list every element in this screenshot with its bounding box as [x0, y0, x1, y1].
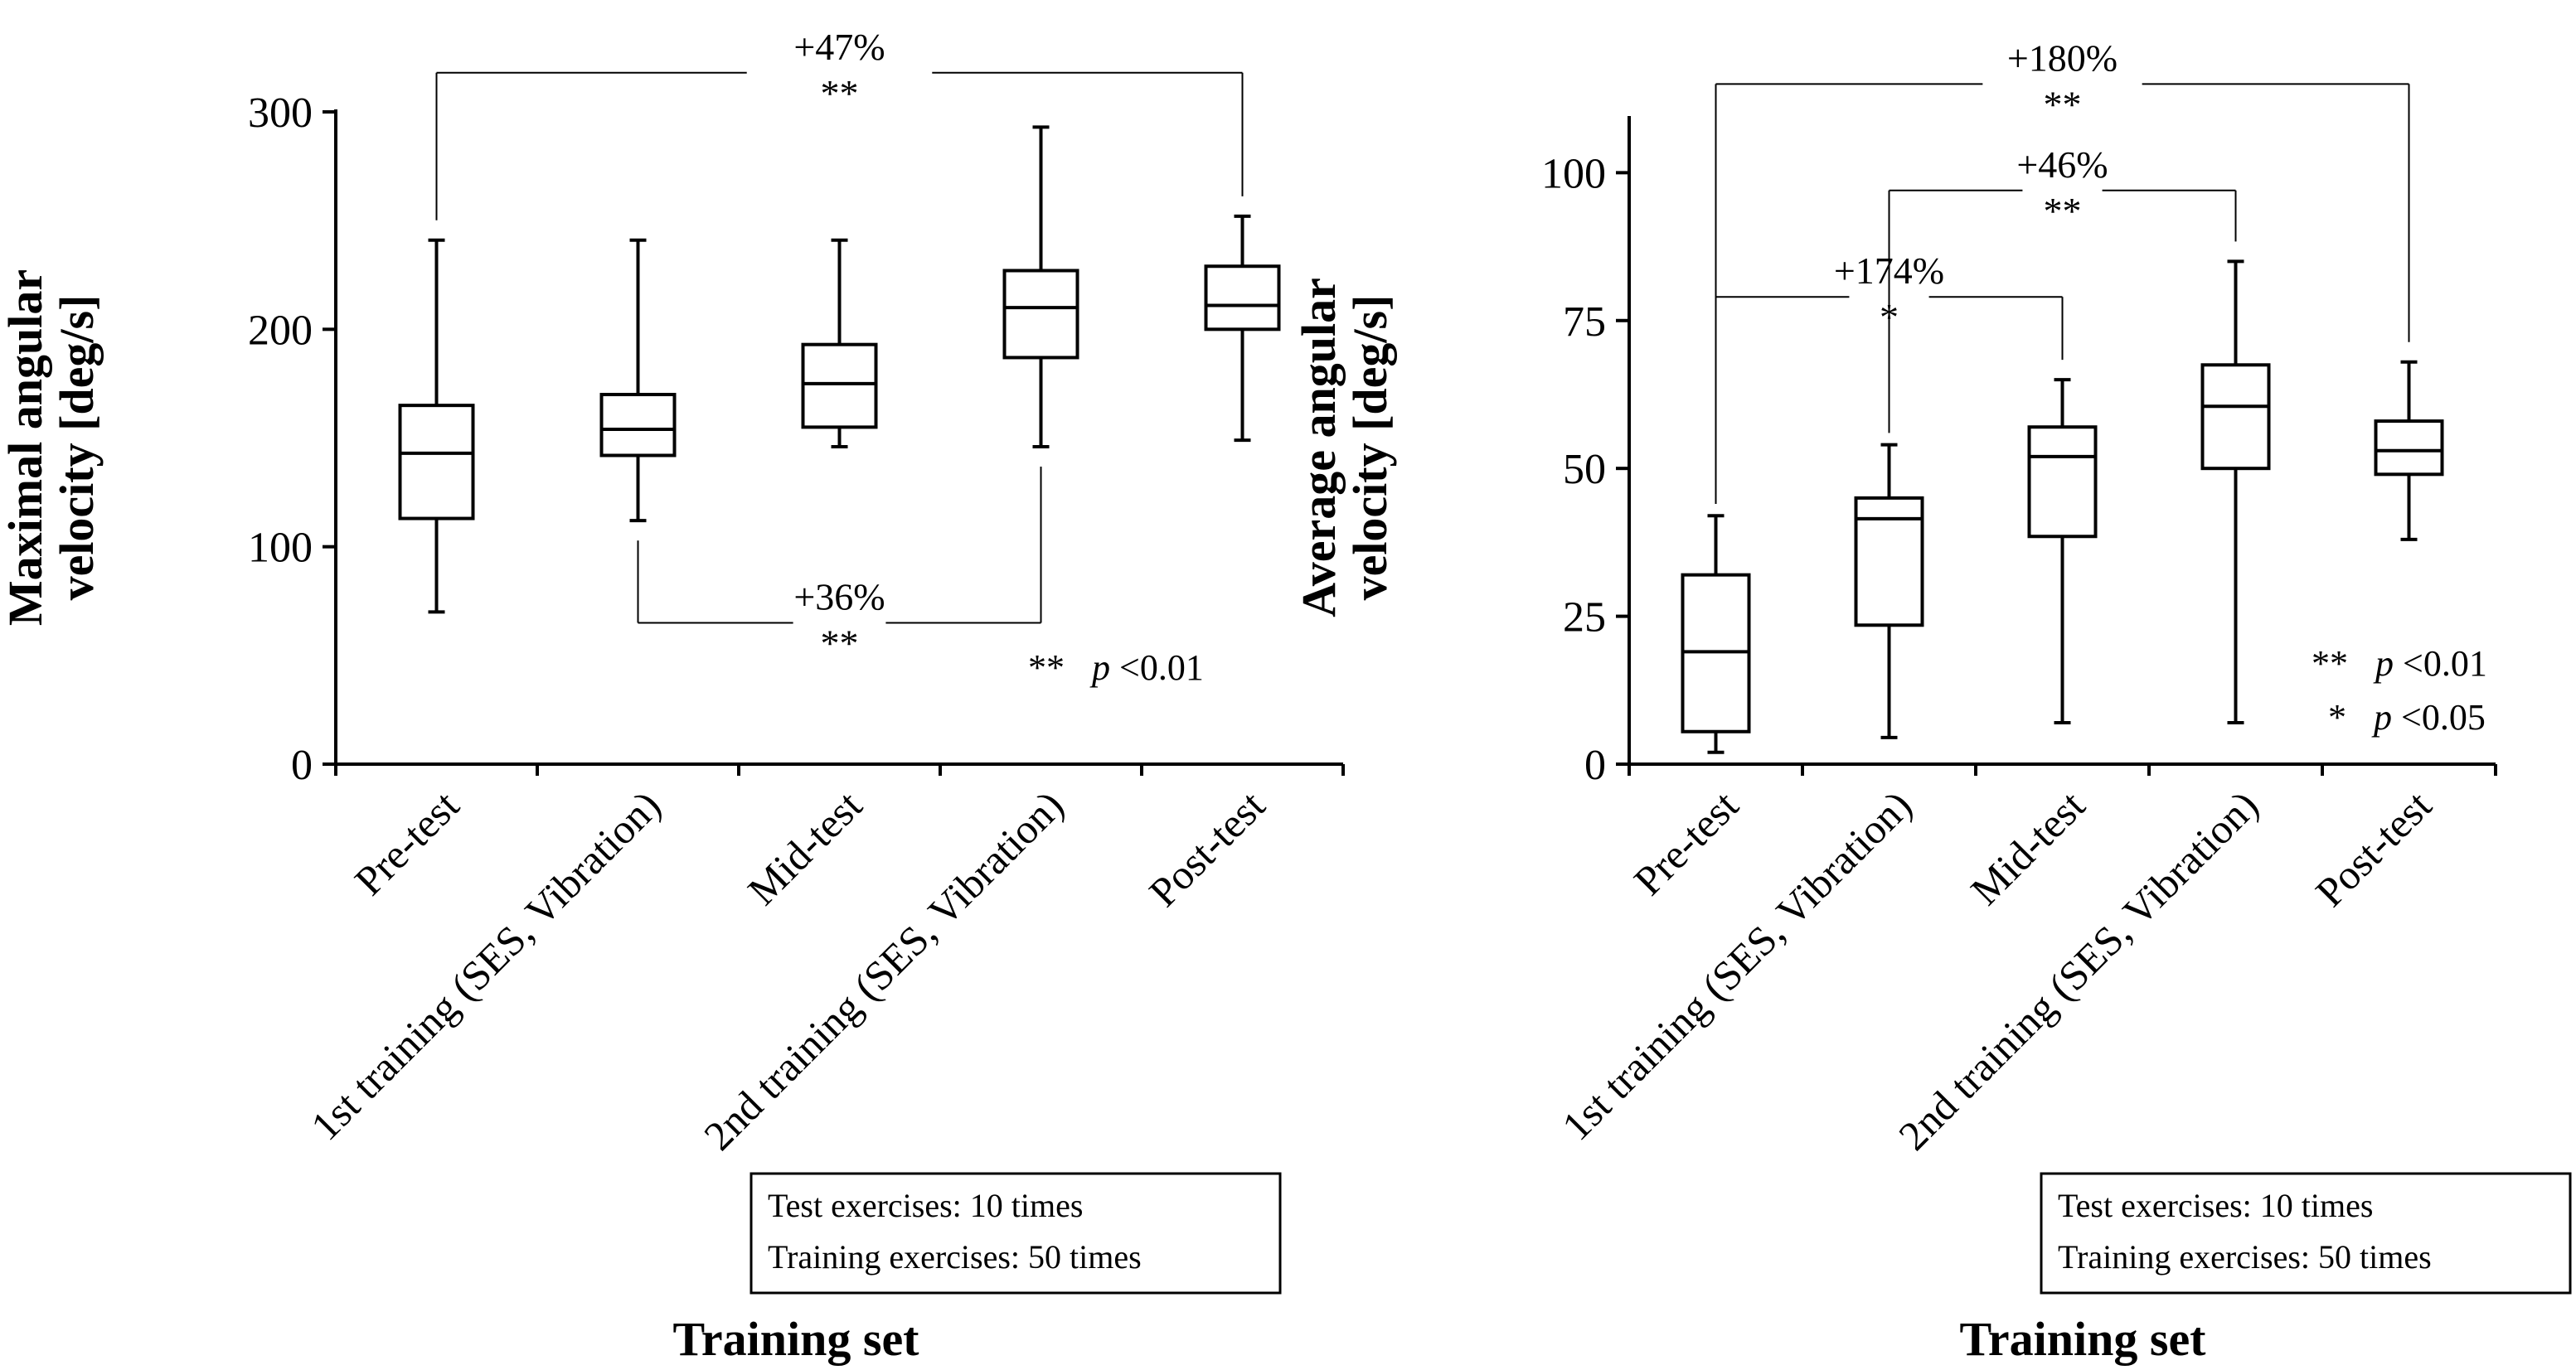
axes: 0 25 50 75 100 — [1541, 116, 2497, 789]
box-iqr — [599, 393, 677, 457]
note-line-2: Training exercises: 50 times — [768, 1238, 1142, 1276]
box-iqr — [1002, 269, 1079, 360]
significance-brackets: +47%**+36%** — [435, 26, 1244, 664]
box-5 — [2374, 360, 2444, 541]
category-label: Mid-test — [739, 782, 871, 913]
bracket-percent: +46% — [2016, 143, 2108, 186]
y-tick-label: 200 — [248, 307, 313, 354]
x-axis-title: Training set — [1960, 1312, 2207, 1366]
box-4 — [1002, 125, 1079, 448]
y-tick-label: 0 — [291, 742, 313, 789]
box-iqr — [801, 342, 878, 429]
p-legend: ** p <0.01 * p <0.05 — [2312, 643, 2487, 738]
legend-stars: * — [2328, 697, 2346, 738]
y-tick-label: 100 — [248, 525, 313, 572]
legend-stars: ** — [2312, 643, 2348, 684]
legend-row: ** p <0.01 — [1028, 647, 1204, 688]
y-tick-label: 75 — [1563, 298, 1606, 346]
exercise-note: Test exercises: 10 times Training exerci… — [2040, 1172, 2572, 1295]
bracket-3: +174%* — [1715, 249, 2064, 498]
box-1 — [1681, 514, 1751, 754]
y-axis-title-line1: Average angular — [1292, 278, 1346, 617]
legend-p: p — [2371, 697, 2392, 738]
bracket-percent: +36% — [793, 575, 885, 617]
note-line-1: Test exercises: 10 times — [768, 1187, 1083, 1224]
y-tick-label: 50 — [1563, 446, 1606, 493]
box-3 — [2027, 378, 2098, 725]
category-label: Post-test — [1140, 782, 1273, 915]
legend-stars: ** — [1028, 647, 1065, 688]
box-iqr — [2374, 419, 2444, 477]
category-label: Post-test — [2307, 782, 2440, 915]
box-iqr — [2200, 363, 2271, 471]
legend-threshold: <0.01 — [2403, 643, 2487, 684]
bracket-2: +36% ** — [637, 466, 1042, 664]
bracket-stars: ** — [2044, 83, 2082, 125]
boxes — [398, 125, 1281, 614]
legend-row: * p <0.05 — [2328, 697, 2486, 738]
bracket-stars: * — [1880, 296, 1899, 338]
panel-max-angular-velocity: Maximal angular velocity [deg/s] Trainin… — [0, 26, 1345, 1366]
y-tick-label: 25 — [1563, 594, 1606, 641]
note-box — [750, 1172, 1282, 1295]
bracket-percent: +47% — [793, 26, 885, 68]
box-5 — [1204, 214, 1281, 443]
bracket-percent: +174% — [1834, 249, 1944, 292]
y-tick-label: 300 — [248, 90, 313, 137]
boxes — [1681, 259, 2444, 754]
exercise-note: Test exercises: 10 times Training exerci… — [750, 1172, 1282, 1295]
bracket-1: +180%** — [1715, 36, 2410, 504]
category-label: 2nd training (SES, Vibration) — [1890, 782, 2267, 1159]
box-4 — [2200, 259, 2271, 725]
category-label: Pre-test — [1625, 782, 1748, 904]
y-tick-label: 0 — [1584, 742, 1606, 789]
panel-average-angular-velocity: Average angular velocity [deg/s] Trainin… — [1292, 36, 2572, 1366]
bracket-2: +46%** — [1888, 143, 2237, 433]
box-3 — [801, 238, 878, 448]
box-iqr — [2027, 425, 2098, 539]
legend-row: ** p <0.01 — [2312, 643, 2487, 684]
category-label: 2nd training (SES, Vibration) — [695, 782, 1072, 1159]
significance-brackets: +180%**+46%**+174%* — [1715, 36, 2410, 504]
category-label: Mid-test — [1962, 782, 2093, 913]
p-legend: ** p <0.01 — [1028, 647, 1204, 688]
note-line-2: Training exercises: 50 times — [2058, 1238, 2432, 1276]
bracket-stars: ** — [821, 72, 859, 114]
bracket-1: +47%** — [435, 26, 1244, 220]
y-axis-title-line2: velocity [deg/s] — [50, 295, 104, 601]
y-axis-title-line2: velocity [deg/s] — [1343, 295, 1397, 601]
bracket-stars: ** — [2044, 190, 2082, 232]
axes: 0 100 200 300 — [248, 90, 1345, 789]
box-iqr — [398, 404, 475, 520]
x-axis-title: Training set — [673, 1312, 920, 1366]
box-2 — [1854, 443, 1924, 739]
y-axis-title-line1: Maximal angular — [0, 269, 52, 626]
box-2 — [599, 238, 677, 523]
box-iqr — [1204, 264, 1281, 332]
category-label: 1st training (SES, Vibration) — [302, 782, 669, 1149]
legend-threshold: <0.01 — [1119, 647, 1204, 688]
y-tick-label: 100 — [1541, 150, 1606, 197]
legend-p: p — [2373, 643, 2394, 684]
category-label: 1st training (SES, Vibration) — [1553, 782, 1920, 1149]
bracket-percent: +180% — [2007, 36, 2118, 79]
legend-threshold: <0.05 — [2401, 697, 2486, 738]
bracket-stars: ** — [821, 622, 859, 664]
category-label: Pre-test — [346, 782, 468, 904]
legend-p: p — [1089, 647, 1110, 688]
note-box — [2040, 1172, 2572, 1295]
box-1 — [398, 238, 475, 614]
note-line-1: Test exercises: 10 times — [2058, 1187, 2373, 1224]
